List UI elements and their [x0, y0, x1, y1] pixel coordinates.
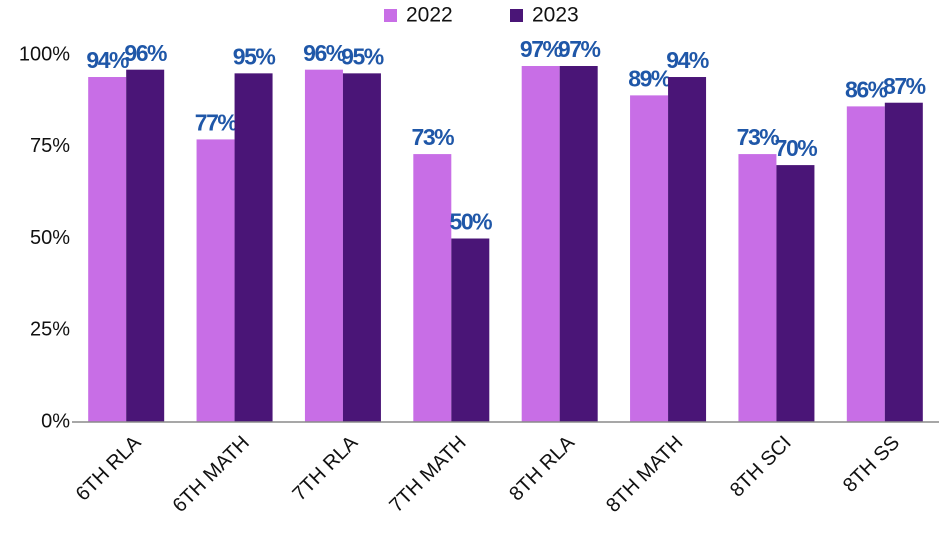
bar — [126, 69, 165, 423]
bar — [234, 73, 273, 422]
value-label: 77% — [195, 109, 238, 135]
bar — [776, 165, 815, 422]
bar — [738, 154, 777, 422]
x-tick-label: 7TH RLA — [288, 431, 362, 505]
x-tick-label: 8TH MATH — [602, 432, 687, 517]
value-label: 87% — [883, 73, 926, 99]
value-label: 86% — [845, 76, 888, 102]
value-label: 96% — [124, 40, 167, 66]
value-label: 95% — [341, 43, 384, 69]
bar — [559, 66, 598, 422]
legend-label: 2023 — [532, 4, 579, 27]
x-tick-label: 7TH MATH — [385, 432, 470, 517]
value-label: 94% — [666, 47, 709, 73]
bar — [521, 66, 560, 422]
value-label: 97% — [558, 36, 601, 62]
bar — [846, 106, 885, 422]
x-tick-label: 6TH RLA — [72, 431, 146, 505]
x-tick-label: 8TH SCI — [726, 432, 796, 502]
value-label: 50% — [450, 209, 493, 235]
value-label: 95% — [233, 43, 276, 69]
value-label: 70% — [775, 135, 818, 161]
y-tick-label: 75% — [30, 135, 70, 157]
value-label: 73% — [737, 124, 780, 150]
value-label: 73% — [412, 124, 455, 150]
x-tick-label: 8TH RLA — [505, 431, 579, 505]
value-label: 89% — [628, 65, 671, 91]
legend-swatch — [384, 9, 397, 22]
y-tick-label: 50% — [30, 227, 70, 249]
bar — [451, 238, 490, 422]
x-tick-label: 6TH MATH — [169, 432, 254, 517]
bar — [342, 73, 381, 422]
legend-swatch — [510, 9, 523, 22]
bar — [413, 154, 452, 422]
x-tick-label: 8TH SS — [839, 432, 904, 497]
bar — [630, 95, 669, 423]
legend-label: 2022 — [406, 4, 453, 27]
bar — [88, 77, 127, 423]
value-label: 96% — [303, 40, 346, 66]
value-label: 94% — [86, 47, 129, 73]
bar — [304, 69, 343, 423]
bar — [196, 139, 235, 422]
bar — [884, 102, 923, 423]
y-tick-label: 100% — [19, 43, 70, 65]
bar — [668, 77, 707, 423]
y-tick-label: 25% — [30, 319, 70, 341]
y-tick-label: 0% — [41, 410, 70, 432]
value-label: 97% — [520, 36, 563, 62]
